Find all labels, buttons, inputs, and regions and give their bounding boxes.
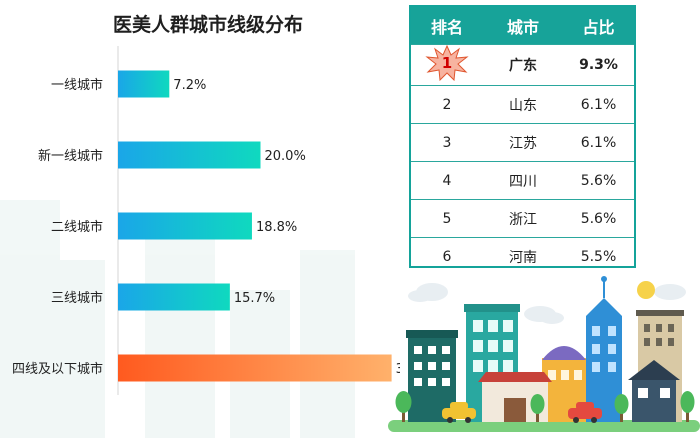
category-label: 三线城市	[51, 290, 103, 306]
value-label: 18.8%	[256, 220, 297, 235]
table-row: 1 广东 9.3%	[411, 44, 634, 86]
value-label: 20.0%	[265, 149, 306, 164]
table-row: 6 河南 5.5%	[411, 237, 634, 275]
bar	[118, 283, 230, 311]
rank-starburst-icon: 1	[425, 45, 469, 81]
bar	[118, 212, 252, 240]
city-name: 四川	[483, 161, 563, 200]
header-city: 城市	[483, 7, 563, 45]
table-row: 2 山东 6.1%	[411, 85, 634, 124]
table-row: 4 四川 5.6%	[411, 161, 634, 200]
bar-chart: 一线城市 7.2% 新一线城市 20.0% 二线城市 18.8% 三线城市 15.7% 四线及以…	[12, 46, 400, 395]
chart-title: 医美人群城市线级分布	[112, 14, 303, 36]
value-label: 38.4%	[396, 362, 400, 377]
city-name: 江苏	[483, 123, 563, 162]
share-value: 5.5%	[563, 237, 634, 275]
rank-number: 4	[411, 161, 483, 200]
share-value: 5.6%	[563, 199, 634, 238]
share-value: 9.3%	[563, 44, 634, 86]
category-label: 四线及以下城市	[12, 361, 103, 377]
rank-number: 1	[441, 54, 453, 72]
share-value: 5.6%	[563, 161, 634, 200]
category-label: 一线城市	[51, 77, 103, 93]
rank-number: 3	[411, 123, 483, 162]
header-rank: 排名	[411, 7, 483, 45]
table-row: 3 江苏 6.1%	[411, 123, 634, 162]
value-label: 7.2%	[173, 78, 206, 93]
ranking-table: 排名 城市 占比 1 广东 9.3% 2	[409, 5, 636, 275]
bar	[118, 141, 261, 169]
city-name: 浙江	[483, 199, 563, 238]
value-label: 15.7%	[234, 291, 275, 306]
city-name: 山东	[483, 85, 563, 124]
city-skyline-illustration	[388, 276, 700, 432]
city-name: 广东	[483, 44, 563, 86]
category-label: 新一线城市	[38, 148, 103, 164]
share-value: 6.1%	[563, 123, 634, 162]
rank-number: 5	[411, 199, 483, 238]
category-label: 二线城市	[51, 219, 103, 235]
rank-number: 2	[411, 85, 483, 124]
header-share: 占比	[563, 7, 634, 45]
table-row: 5 浙江 5.6%	[411, 199, 634, 238]
share-value: 6.1%	[563, 85, 634, 124]
city-name: 河南	[483, 237, 563, 275]
bar	[118, 70, 170, 98]
bar	[118, 354, 392, 382]
rank-number: 6	[411, 237, 483, 275]
